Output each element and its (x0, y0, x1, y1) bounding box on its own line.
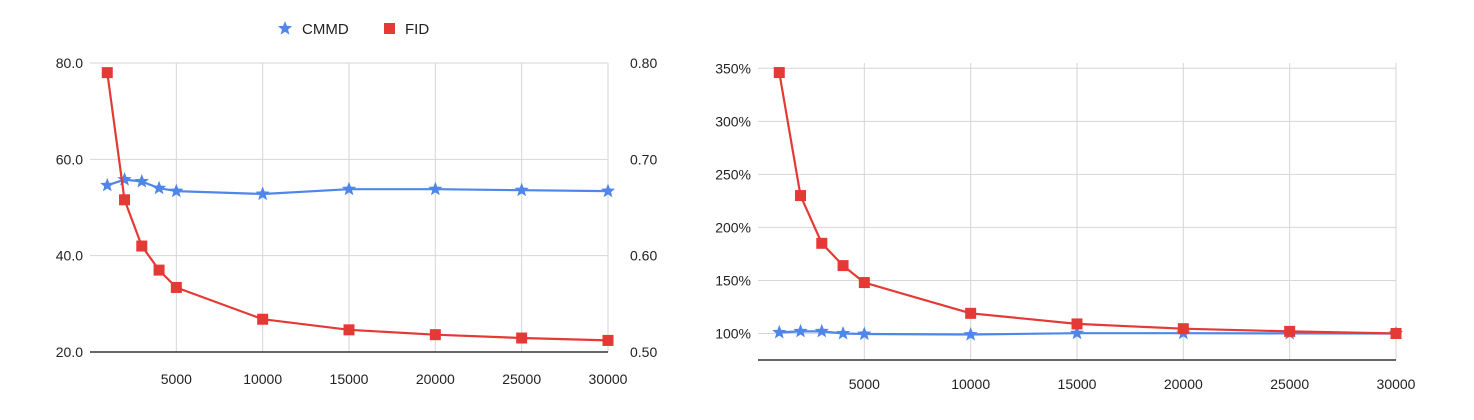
right-cmmd-point-3 (835, 325, 851, 340)
right-fid-point-7 (1177, 323, 1189, 335)
chart-right-relative-percent: 5000 10000 15000 20000 25000 30000 100% 150% 200… (715, 60, 1415, 392)
left-fid-point-8 (516, 332, 528, 344)
left-fid-point-0 (101, 67, 113, 79)
left-cmmd-line (106, 178, 609, 196)
left-fid-line (106, 72, 609, 342)
legend-label-fid: FID (405, 21, 429, 38)
right-cmmd-point-2 (814, 323, 829, 338)
right-fid-point-9 (1390, 327, 1402, 339)
left-fid-point-3 (153, 264, 165, 276)
left-cmmd-point-4 (169, 183, 184, 198)
left-fid-point-7 (429, 329, 441, 341)
right-y-tick-2: 200% (715, 219, 751, 235)
left-cmmd-point-8 (514, 182, 529, 197)
right-fid-point-4 (858, 277, 870, 289)
left-cmmd-point-9 (600, 183, 616, 198)
left-fid-point-6 (343, 324, 355, 336)
legend: CMMD FID (277, 21, 429, 38)
right-x-tick-5: 30000 (1377, 376, 1416, 392)
left-y-tick-2: 60.0 (56, 151, 83, 167)
left-x-tick-1: 10000 (243, 371, 282, 387)
right-x-tick-4: 25000 (1270, 376, 1309, 392)
right-y-tick-1: 150% (715, 272, 751, 288)
right-x-tick-3: 20000 (1164, 376, 1203, 392)
right-fid-point-3 (837, 260, 849, 272)
right-cmmd-point-6 (1069, 325, 1085, 340)
left-cmmd-point-6 (341, 181, 357, 196)
left-x-tick-5: 30000 (589, 371, 628, 387)
left-y-tick-0: 20.0 (56, 344, 83, 360)
left-y-tick-1: 40.0 (56, 248, 83, 264)
left-cmmd-point-5 (255, 186, 270, 201)
left-cmmd-point-0 (100, 177, 115, 192)
left-x-tick-2: 15000 (330, 371, 369, 387)
right-cmmd-point-1 (793, 323, 808, 338)
chart-left-fid-cmmd: 5000 10000 15000 20000 25000 30000 20.0 40.0 60.… (56, 55, 658, 387)
left-cmmd-point-1 (117, 172, 132, 186)
left-cmmd-point-3 (151, 180, 167, 195)
left-y2-tick-2: 0.70 (630, 151, 657, 167)
left-fid-point-5 (257, 313, 269, 325)
right-y-tick-5: 350% (715, 60, 751, 76)
right-y-tick-4: 300% (715, 113, 751, 129)
left-fid-point-4 (170, 281, 182, 293)
left-x-tick-3: 20000 (416, 371, 455, 387)
legend-item-cmmd: CMMD (277, 21, 349, 38)
legend-label-cmmd: CMMD (302, 21, 349, 38)
right-x-tick-1: 10000 (951, 376, 990, 392)
left-y2-tick-3: 0.80 (630, 55, 657, 71)
right-x-tick-0: 5000 (849, 376, 880, 392)
left-cmmd-point-7 (428, 181, 443, 196)
right-cmmd-line (779, 330, 1397, 336)
right-y-tick-0: 100% (715, 325, 751, 341)
left-cmmd-point-2 (134, 173, 149, 188)
right-y-tick-3: 250% (715, 166, 751, 182)
left-y2-tick-0: 0.50 (630, 344, 657, 360)
right-fid-point-0 (773, 67, 785, 79)
right-fid-point-2 (816, 237, 828, 249)
cmmd-legend-star-icon (277, 21, 293, 35)
right-fid-line (778, 72, 1397, 335)
legend-item-fid: FID (384, 21, 429, 38)
left-y-tick-3: 80.0 (56, 55, 83, 71)
right-fid-point-8 (1284, 325, 1296, 337)
right-fid-point-5 (965, 307, 977, 319)
right-fid-point-1 (795, 190, 807, 202)
left-y2-tick-1: 0.60 (630, 248, 657, 264)
right-fid-point-6 (1071, 318, 1083, 330)
left-fid-point-2 (136, 240, 148, 252)
left-x-tick-4: 25000 (502, 371, 541, 387)
fid-legend-square-icon (384, 23, 395, 34)
right-cmmd-point-0 (772, 324, 787, 339)
left-fid-point-9 (602, 334, 614, 346)
right-cmmd-point-4 (857, 326, 872, 341)
left-fid-point-1 (119, 194, 131, 206)
right-cmmd-point-5 (963, 327, 978, 341)
right-x-tick-2: 15000 (1058, 376, 1097, 392)
left-x-tick-0: 5000 (161, 371, 192, 387)
